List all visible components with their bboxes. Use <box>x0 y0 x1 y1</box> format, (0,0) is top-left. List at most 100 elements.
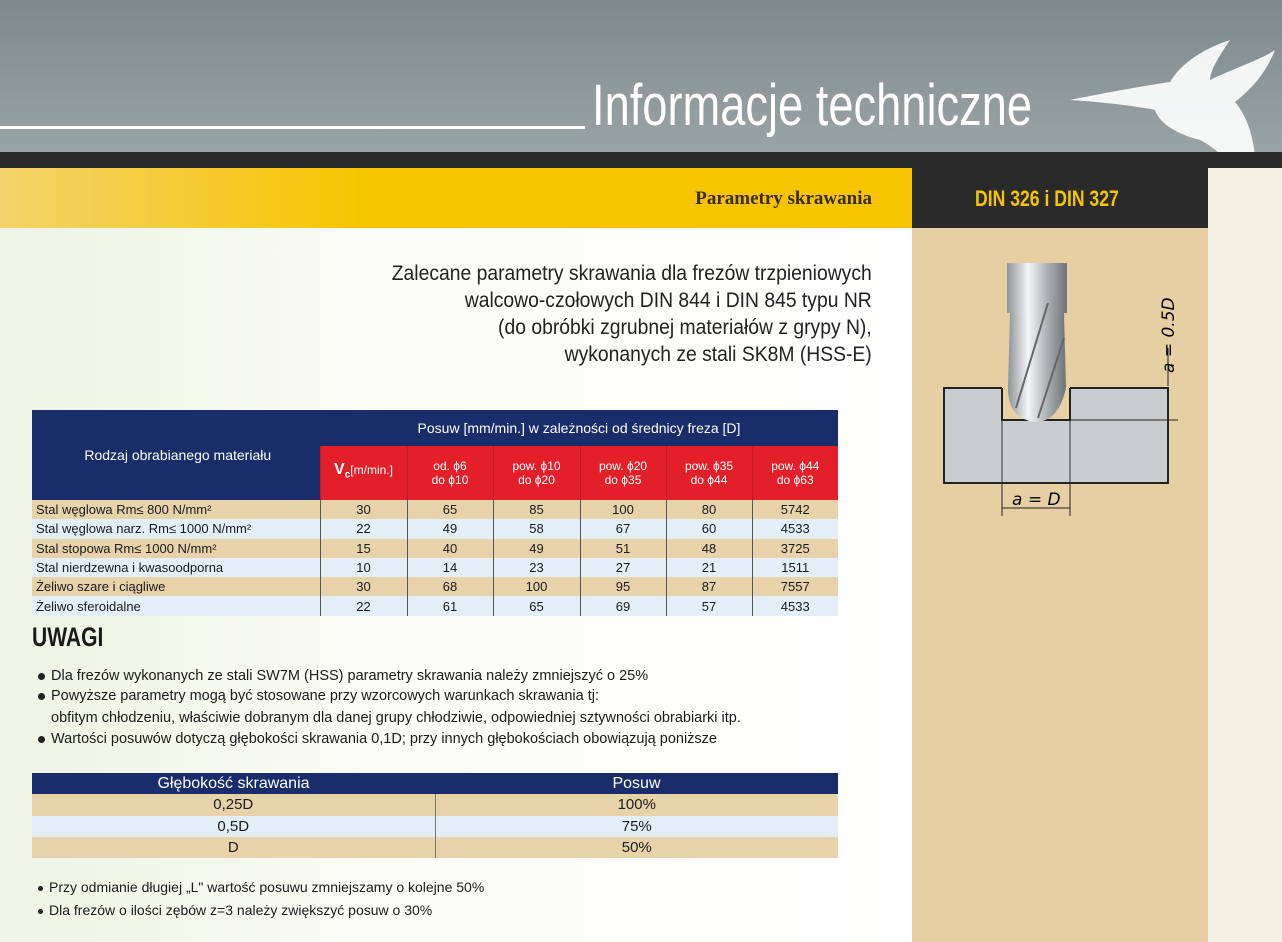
page-margin <box>1208 168 1282 942</box>
diameter-header: od. ϕ6 do ϕ10 <box>406 446 493 500</box>
note-item: Dla frezów wykonanych ze stali SW7M (HSS… <box>38 668 648 684</box>
table-row: Stal węglowa narz. Rm≤ 1000 N/mm² 22 49 58 6… <box>32 519 838 539</box>
intro-line: Zalecane parametry skrawania dla frezów … <box>392 262 872 285</box>
feed-group-header: Posuw [mm/min.] w zależności od średnicy… <box>417 420 741 436</box>
footnote: Dla frezów o ilości zębów z=3 należy zwi… <box>38 902 432 918</box>
value-cell: 5742 <box>751 500 838 520</box>
value-cell: 95 <box>579 577 666 597</box>
depth-cell: 0,25D <box>213 796 254 814</box>
section-title: Parametry skrawania <box>695 188 872 209</box>
note-item: Powyższe parametry mogą być stosowane pr… <box>38 688 599 704</box>
intro-line: walcowo-czołowych DIN 844 i DIN 845 typu… <box>465 289 872 312</box>
page-title: Informacje techniczne <box>592 73 1033 138</box>
value-cell: 58 <box>492 519 580 539</box>
note-text: obfitym chłodzeniu, właściwie dobranym d… <box>51 710 741 726</box>
milling-diagram: a = 0.5D a = D <box>943 263 1179 516</box>
notes-heading: UWAGI <box>32 622 104 652</box>
material-cell: Stal stopowa Rm≤ 1000 N/mm² <box>36 540 217 556</box>
value-cell: 49 <box>406 519 493 539</box>
value-cell: 7557 <box>751 577 838 597</box>
dh: do ϕ35 <box>604 473 642 487</box>
table-row: Stal nierdzewna i kwasoodporna 10 14 23 27 21… <box>32 557 838 578</box>
value-cell: 30 <box>319 500 407 520</box>
footnote: Przy odmianie długiej „L" wartość posuwu… <box>38 879 484 895</box>
note-text: Powyższe parametry mogą być stosowane pr… <box>51 688 599 704</box>
value-cell: 48 <box>665 538 752 558</box>
dh: od. ϕ6 <box>433 459 467 473</box>
value-cell: 61 <box>406 596 493 616</box>
note-text: Dla frezów wykonanych ze stali SW7M (HSS… <box>51 668 649 684</box>
dh: do ϕ10 <box>431 473 469 487</box>
value-cell: 87 <box>665 577 752 597</box>
cutting-parameters-table: Rodzaj obrabianego materiału Posuw [mm/m… <box>32 410 838 616</box>
diameter-header: pow. ϕ10 do ϕ20 <box>492 446 580 500</box>
diameter-header: pow. ϕ20 do ϕ35 <box>579 446 666 500</box>
value-cell: 100 <box>579 500 666 520</box>
value-cell: 65 <box>492 596 580 616</box>
value-cell: 30 <box>319 577 407 597</box>
value-cell: 3725 <box>751 538 838 558</box>
depth-cell: 0,5D <box>217 817 250 835</box>
value-cell: 15 <box>319 538 407 558</box>
vc-sub: c <box>344 469 351 481</box>
value-cell: 22 <box>319 519 407 539</box>
note-text: Wartości posuwów dotyczą głębokości skra… <box>51 731 717 747</box>
material-cell: Stal węglowa Rm≤ 800 N/mm² <box>36 502 212 518</box>
dh: pow. ϕ20 <box>598 459 648 473</box>
title-rule <box>0 126 585 129</box>
dh: pow. ϕ10 <box>512 459 561 473</box>
feed-cell: 75% <box>434 815 838 837</box>
value-cell: 57 <box>665 596 752 616</box>
depth-header: Głębokość skrawania <box>157 774 310 792</box>
material-cell: Stal węglowa narz. Rm≤ 1000 N/mm² <box>36 521 252 537</box>
note-item: obfitym chłodzeniu, właściwie dobranym d… <box>51 710 741 726</box>
table-row: Żeliwo szare i ciągliwe 30 68 100 95 87 7557 <box>32 577 838 597</box>
value-cell: 23 <box>492 557 580 578</box>
diameter-header: pow. ϕ44 do ϕ63 <box>751 446 838 500</box>
table-row: Żeliwo sferoidalne 22 61 65 69 57 4533 <box>32 596 838 616</box>
value-cell: 68 <box>406 577 493 597</box>
value-cell: 21 <box>665 557 752 578</box>
value-cell: 1511 <box>751 557 838 578</box>
value-cell: 100 <box>492 577 580 597</box>
material-cell: Stal nierdzewna i kwasoodporna <box>36 560 224 576</box>
value-cell: 67 <box>579 519 666 539</box>
section-band <box>0 168 912 228</box>
vc-header: Vc[m/min.] <box>319 446 407 500</box>
dh: do ϕ20 <box>518 473 555 487</box>
footnote-text: Dla frezów o ilości zębów z=3 należy zwi… <box>49 902 433 918</box>
intro-text: Zalecane parametry skrawania dla frezów … <box>392 260 872 368</box>
value-cell: 60 <box>665 519 752 539</box>
vc-symbol: V <box>334 461 345 479</box>
diameter-header: pow. ϕ35 do ϕ44 <box>665 446 752 500</box>
standard-label: DIN 326 i DIN 327 <box>975 186 1119 211</box>
table-row: Stal stopowa Rm≤ 1000 N/mm² 15 40 49 51 48 372… <box>32 538 838 558</box>
dh: pow. ϕ35 <box>684 459 734 473</box>
feed-header: Posuw <box>612 774 661 792</box>
table-row: Stal węglowa Rm≤ 800 N/mm² 30 65 85 100 80 574… <box>32 500 838 520</box>
value-cell: 10 <box>319 557 407 578</box>
value-cell: 22 <box>319 596 407 616</box>
width-label: a = D <box>1012 490 1061 510</box>
material-cell: Żeliwo sferoidalne <box>36 598 141 614</box>
value-cell: 85 <box>492 500 580 520</box>
value-cell: 51 <box>579 538 666 558</box>
value-cell: 27 <box>579 557 666 578</box>
hummingbird-logo-icon <box>1070 40 1275 210</box>
dh: pow. ϕ44 <box>771 459 820 473</box>
footnote-text: Przy odmianie długiej „L" wartość posuwu… <box>49 879 485 895</box>
value-cell: 65 <box>406 500 493 520</box>
value-cell: 4533 <box>751 596 838 616</box>
dh: do ϕ63 <box>776 473 814 487</box>
standard-box <box>912 152 1208 228</box>
vc-unit: [m/min.] <box>350 463 393 478</box>
value-cell: 4533 <box>751 519 838 539</box>
feed-cell: 50% <box>434 836 838 859</box>
depth-feed-table: Głębokość skrawania Posuw 0,25D 100% 0,5D 7… <box>32 773 838 859</box>
value-cell: 49 <box>492 538 580 558</box>
value-cell: 40 <box>406 538 493 558</box>
depth-label: a = 0.5D <box>1159 297 1179 373</box>
note-item: Wartości posuwów dotyczą głębokości skra… <box>38 731 717 747</box>
intro-line: (do obróbki zgrubnej materiałów z grypy … <box>498 316 872 339</box>
intro-line: wykonanych ze stali SK8M (HSS-E) <box>564 343 872 366</box>
